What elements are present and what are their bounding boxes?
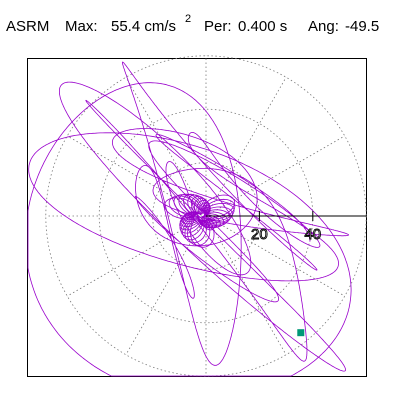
angle-value: -49.5 <box>345 18 380 35</box>
orbit-core-loop-9 <box>179 194 228 234</box>
title: ASRM <box>6 18 50 35</box>
grid-ray-8 <box>67 215 207 297</box>
orbit-core-loop-13 <box>168 195 236 246</box>
orbit-core-loop-11 <box>178 193 233 241</box>
max-value: 55.4 cm/s <box>111 18 177 35</box>
orbit-core-loop-5 <box>182 202 214 229</box>
radial-tick-label-40: 40 <box>304 226 321 243</box>
grid-ray-2 <box>205 135 345 217</box>
max-exponent: 2 <box>185 13 192 25</box>
max-label: Max: <box>65 18 98 35</box>
peak-marker-layer <box>297 329 305 337</box>
orbit-core-loop-14 <box>164 194 236 248</box>
grid-ray-9 <box>125 215 207 355</box>
orbit-core-loop-1 <box>193 211 209 223</box>
angle-label: Ang: <box>308 18 339 35</box>
radial-tick-label-20: 20 <box>251 226 268 243</box>
grid-ray-12 <box>205 215 345 297</box>
period-label: Per: <box>204 18 232 35</box>
peak-marker <box>297 329 305 337</box>
radial-axis <box>206 211 366 221</box>
grid-ray-3 <box>205 77 287 217</box>
grid-ray-11 <box>205 215 287 355</box>
header: ASRM Max: 55.4 cm/s 2 Per: 0.400 s Ang: … <box>0 0 400 42</box>
period-value: 0.400 s <box>238 18 288 35</box>
orbit-core-loop-7 <box>179 197 221 229</box>
tick-labels: 20 40 <box>251 226 322 244</box>
orbit-core-loop-2 <box>190 209 210 225</box>
orbit-core-loop-4 <box>185 204 211 228</box>
orbit-core-loop-8 <box>179 195 225 231</box>
orbit-path <box>27 61 352 377</box>
orbit-trace <box>27 61 352 377</box>
